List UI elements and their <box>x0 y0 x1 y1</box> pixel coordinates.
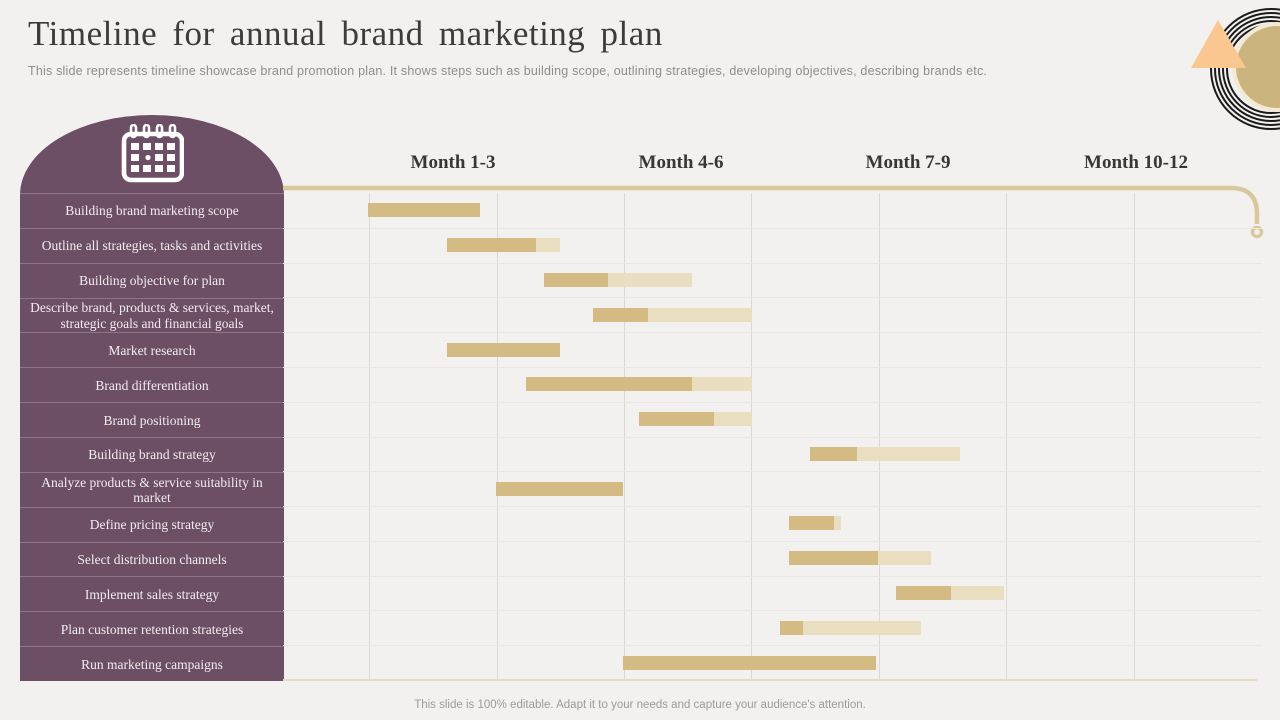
task-row-label: Run marketing campaigns <box>20 646 284 681</box>
task-row-label: Describe brand, products & services, mar… <box>20 297 284 333</box>
task-row-label: Implement sales strategy <box>20 576 284 611</box>
gantt-bar <box>780 620 921 635</box>
timeline-axis-line <box>283 185 1264 239</box>
vertical-gridline <box>751 193 752 680</box>
row-separator-line <box>283 332 1262 333</box>
task-row-label: Building objective for plan <box>20 262 284 298</box>
month-axis-label: Month 10-12 <box>1084 152 1188 173</box>
vertical-gridline <box>1006 193 1007 680</box>
task-row-label: Select distribution channels <box>20 541 284 577</box>
row-separator-line <box>283 506 1262 507</box>
gantt-bar-solid-segment <box>593 307 648 322</box>
gantt-bar <box>368 203 480 218</box>
gantt-bar-solid-segment <box>810 446 857 461</box>
task-list: Building brand marketing scope Outline al… <box>20 193 284 681</box>
concentric-rings-icon <box>1210 8 1280 130</box>
gantt-bar <box>593 307 752 322</box>
row-separator-line <box>283 402 1262 403</box>
vertical-gridline <box>879 193 880 680</box>
row-separator-line <box>283 576 1262 577</box>
sidebar-dome <box>20 115 284 193</box>
month-axis-label: Month 7-9 <box>865 152 951 173</box>
gantt-bar-solid-segment <box>623 655 876 670</box>
vertical-gridline <box>1134 193 1135 680</box>
row-separator-line <box>283 228 1262 229</box>
gantt-bar <box>447 342 560 357</box>
task-row-label: Outline all strategies, tasks and activi… <box>20 227 284 263</box>
gantt-bar <box>789 551 931 566</box>
gantt-bar-solid-segment <box>896 586 951 601</box>
chart-bottom-border <box>283 679 1257 681</box>
task-row-label: Brand positioning <box>20 402 284 437</box>
gantt-bar-solid-segment <box>780 620 803 635</box>
gantt-bar <box>810 446 960 461</box>
row-separator-line <box>283 471 1262 472</box>
gantt-bar <box>447 238 560 253</box>
gantt-bar-solid-segment <box>368 203 480 218</box>
task-row-label: Analyze products & service suitability i… <box>20 471 284 507</box>
page-subtitle: This slide represents timeline showcase … <box>28 64 988 78</box>
gantt-bar <box>496 481 623 496</box>
axis-end-dot <box>1250 225 1264 239</box>
gantt-bar-solid-segment <box>447 342 560 357</box>
row-separator-line <box>283 367 1262 368</box>
vertical-gridline <box>369 193 370 680</box>
gantt-bar <box>526 377 752 392</box>
row-separator-line <box>283 610 1262 611</box>
task-row-label: Building brand strategy <box>20 437 284 472</box>
calendar-icon <box>121 124 184 183</box>
row-separator-line <box>283 263 1262 264</box>
row-separator-line <box>283 541 1262 542</box>
task-row-label: Market research <box>20 332 284 367</box>
gantt-bar-solid-segment <box>447 238 536 253</box>
gantt-bar-solid-segment <box>789 516 834 531</box>
gantt-bar <box>544 272 692 287</box>
page-title: Timeline for annual brand marketing plan <box>28 14 663 53</box>
gantt-bar-solid-segment <box>789 551 878 566</box>
gantt-plot <box>283 193 1262 680</box>
task-row-label: Building brand marketing scope <box>20 193 284 228</box>
gantt-bar <box>623 655 876 670</box>
gantt-bar-solid-segment <box>496 481 623 496</box>
footer-note: This slide is 100% editable. Adapt it to… <box>414 699 866 711</box>
gantt-bar <box>789 516 841 531</box>
month-axis: Month 1-3 Month 4-6 Month 7-9 Month 10-12 <box>283 152 1262 184</box>
month-axis-label: Month 1-3 <box>410 152 496 173</box>
month-axis-label: Month 4-6 <box>638 152 724 173</box>
task-sidebar: Building brand marketing scope Outline al… <box>20 115 284 681</box>
top-right-ornament <box>1191 8 1280 130</box>
row-separator-line <box>283 645 1262 646</box>
task-row-label: Plan customer retention strategies <box>20 611 284 646</box>
triangle-icon <box>1191 20 1246 68</box>
gantt-bar-solid-segment <box>639 412 714 427</box>
gantt-bar <box>639 412 752 427</box>
task-row-label: Define pricing strategy <box>20 506 284 542</box>
vertical-gridline <box>497 193 498 680</box>
row-separator-line <box>283 297 1262 298</box>
gantt-bar-solid-segment <box>526 377 692 392</box>
row-separator-line <box>283 437 1262 438</box>
vertical-gridline <box>624 193 625 680</box>
task-row-label: Brand differentiation <box>20 367 284 402</box>
gantt-bar <box>896 586 1004 601</box>
gantt-bar-solid-segment <box>544 272 608 287</box>
